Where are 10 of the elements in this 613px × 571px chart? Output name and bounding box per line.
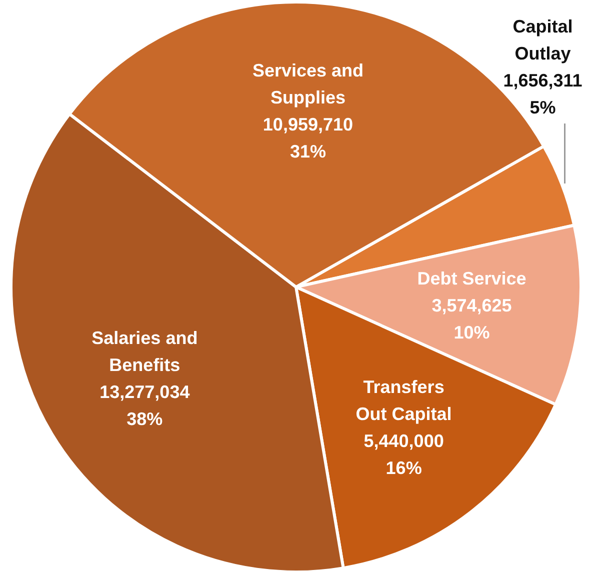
slice-label: Transfers Out Capital	[356, 376, 452, 424]
slice-label: Salaries and Benefits	[92, 328, 198, 376]
slice-label: Services and Supplies	[252, 60, 364, 108]
data-label: 3,574,625 10%	[432, 296, 512, 343]
data-label: 5,440,000 16%	[364, 430, 444, 478]
data-label: 10,959,710 31%	[262, 114, 354, 162]
slice-label: Capital Outlay	[512, 16, 573, 64]
data-label: 1,656,311 5%	[503, 70, 582, 118]
data-label: 13,277,034 38%	[100, 382, 190, 430]
slice-label: Debt Service	[417, 268, 526, 289]
